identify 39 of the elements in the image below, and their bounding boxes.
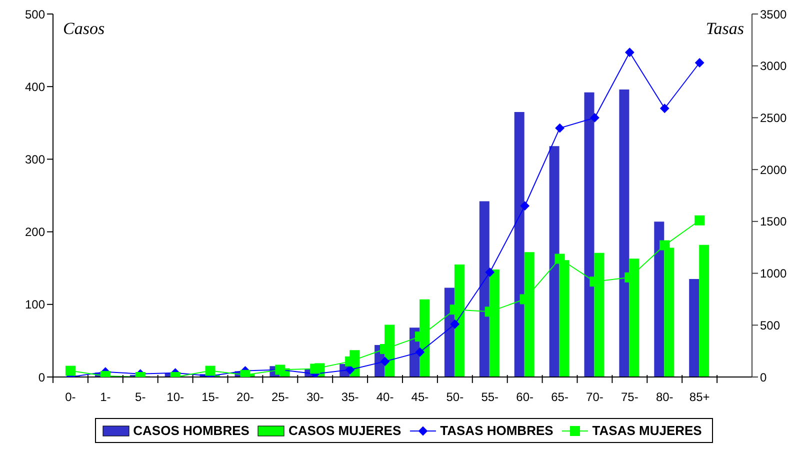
legend-label: TASAS MUJERES — [592, 423, 702, 438]
y-axis-title: Casos — [63, 19, 105, 38]
x-tick-label: 70- — [586, 390, 604, 404]
x-tick-label: 60- — [516, 390, 534, 404]
y2-tick-label: 1000 — [760, 266, 788, 281]
x-tick-label: 0- — [65, 390, 76, 404]
x-tick-label: 1- — [100, 390, 111, 404]
y-tick-label: 300 — [24, 152, 46, 166]
y2-tick-label: 2000 — [760, 162, 788, 177]
x-tick-label: 80- — [656, 390, 674, 404]
legend-label: CASOS MUJERES — [288, 423, 402, 438]
x-tick-label: 85+ — [689, 390, 710, 404]
x-tick-label: 30- — [306, 390, 324, 404]
y2-tick-label: 2500 — [760, 110, 788, 125]
x-tick-label: 35- — [341, 390, 359, 404]
x-tick-label: 45- — [411, 390, 429, 404]
y-tick-label: 500 — [24, 7, 46, 22]
y-tick-label: 0 — [38, 370, 46, 384]
x-tick-label: 20- — [236, 390, 254, 404]
legend-label: TASAS HOMBRES — [440, 423, 554, 438]
x-tick-label: 15- — [202, 390, 219, 404]
y-tick-label: 100 — [24, 298, 46, 312]
y2-tick-label: 500 — [760, 318, 780, 332]
y2-tick-label: 3000 — [760, 59, 788, 74]
x-tick-label: 50- — [446, 390, 464, 404]
y-tick-label: 400 — [24, 80, 46, 94]
x-tick-label: 65- — [551, 390, 568, 404]
legend-label: CASOS HOMBRES — [133, 423, 250, 438]
y2-tick-label: 1500 — [760, 214, 788, 229]
y-tick-label: 200 — [24, 225, 46, 240]
x-tick-label: 55- — [481, 390, 499, 404]
y2-tick-label: 0 — [760, 370, 767, 384]
y2-tick-label: 3500 — [760, 7, 788, 22]
x-tick-label: 10- — [166, 390, 184, 404]
x-tick-label: 75- — [621, 390, 638, 404]
y2-axis-title: Tasas — [706, 19, 744, 38]
x-tick-label: 25- — [272, 390, 289, 404]
x-tick-label: 40- — [376, 390, 394, 404]
x-tick-label: 5- — [135, 390, 146, 404]
